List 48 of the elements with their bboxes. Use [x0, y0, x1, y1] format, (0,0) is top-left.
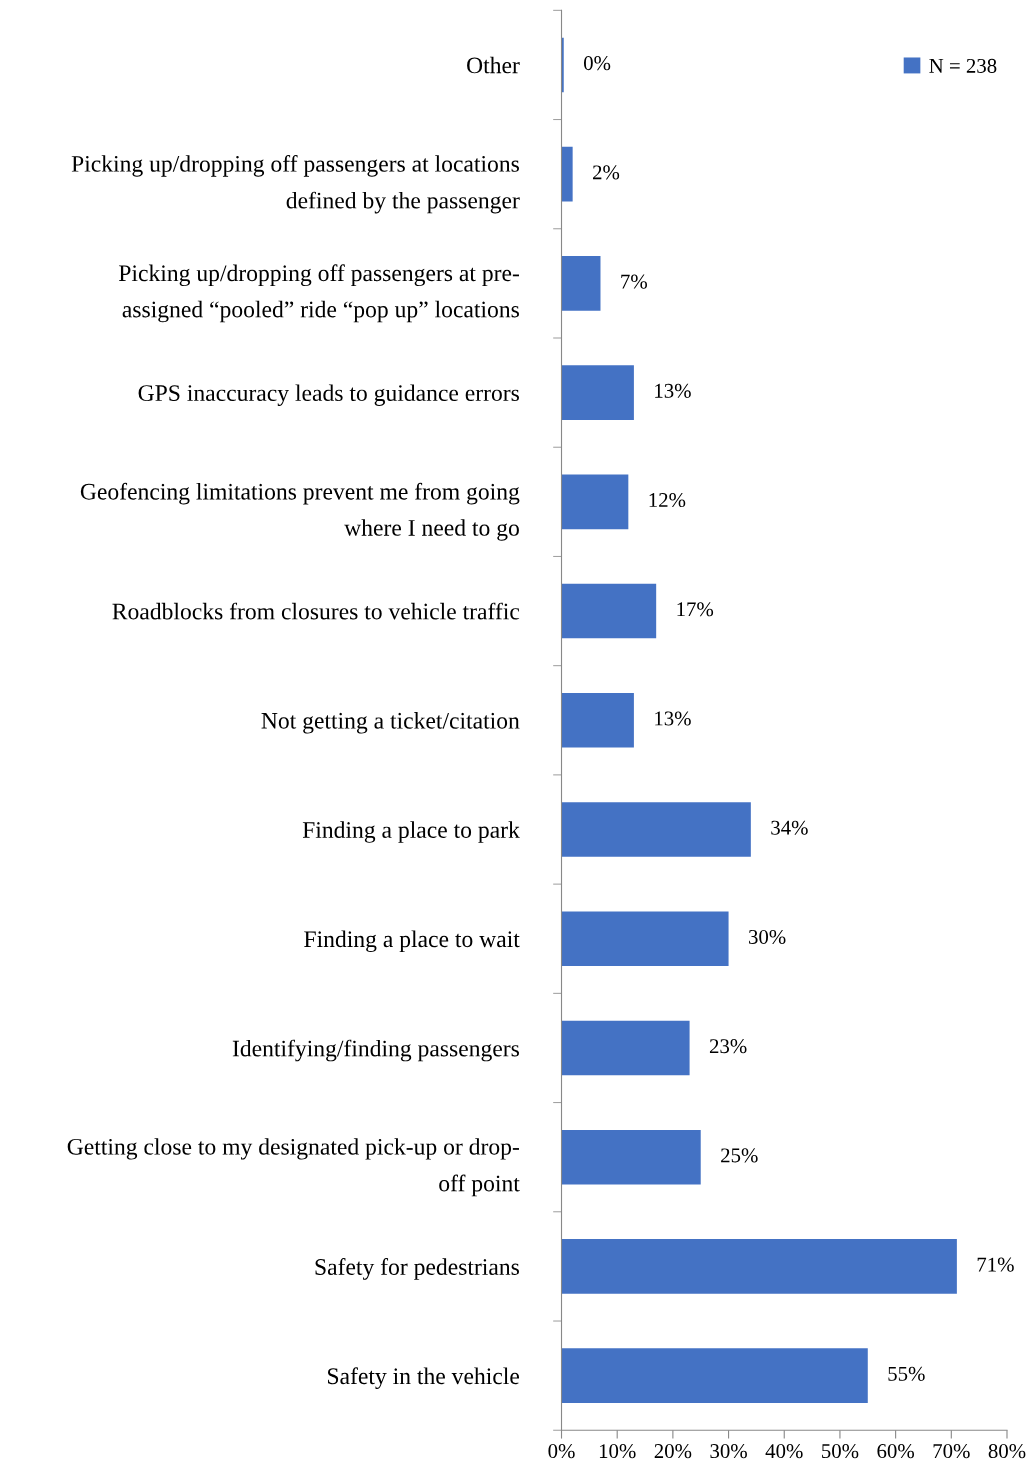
x-tick-label: 60% — [877, 1444, 915, 1459]
bar — [561, 1020, 690, 1076]
x-tick-label: 30% — [710, 1444, 747, 1459]
y-tick-label: Finding a place to park — [302, 821, 520, 843]
bar — [561, 1129, 701, 1185]
bar — [561, 802, 751, 857]
y-tick-label: Finding a place to wait — [304, 930, 520, 953]
x-tick-label: 10% — [599, 1444, 636, 1459]
y-tick-label: Picking up/dropping off passengers at locations defined by the passenger — [71, 155, 520, 214]
legend-label: N = 238 — [929, 58, 997, 73]
y-tick-label: Getting close to my designated pick-up or drop- off point — [67, 1138, 520, 1197]
data-label: 0% — [583, 56, 611, 71]
x-tick-label: 70% — [933, 1444, 970, 1459]
y-tick-label: Safety in the vehicle — [328, 1367, 520, 1390]
data-label: 13% — [655, 383, 691, 398]
x-tick-label: 20% — [654, 1444, 692, 1459]
y-tick-label: Picking up/dropping off passengers at pre- assigned “pooled” ride “pop up” locations — [118, 264, 519, 323]
bar — [561, 474, 629, 530]
data-label: 12% — [649, 493, 686, 508]
bar — [561, 911, 729, 967]
data-label: 55% — [888, 1366, 925, 1381]
y-tick-label: Geofencing limitations prevent me from going where I need to go — [80, 482, 520, 541]
bar — [561, 365, 634, 420]
data-label: 25% — [721, 1148, 758, 1163]
data-label: 2% — [593, 165, 620, 180]
x-tick-label: 40% — [765, 1444, 803, 1459]
bar — [561, 146, 573, 202]
bar — [561, 1239, 957, 1294]
y-tick-label: Other — [467, 56, 520, 74]
data-label: 13% — [655, 711, 691, 726]
data-label: 7% — [621, 274, 647, 289]
bar — [561, 692, 634, 748]
data-label: 30% — [749, 929, 786, 945]
y-tick-label: Not getting a ticket/citation — [261, 712, 520, 734]
bar — [561, 583, 657, 639]
y-tick-label: Identifying/finding passengers — [232, 1039, 519, 1062]
data-label: 71% — [977, 1257, 1014, 1272]
data-label: 34% — [771, 820, 808, 835]
data-label: 17% — [677, 602, 714, 617]
x-tick-label: 0% — [548, 1444, 575, 1459]
x-tick-label: 80% — [988, 1444, 1026, 1459]
x-tick-label: 50% — [822, 1444, 859, 1459]
data-label: 23% — [709, 1039, 747, 1054]
bar — [561, 256, 601, 311]
y-tick-label: Roadblocks from closures to vehicle traffic — [112, 602, 520, 620]
y-tick-label: Safety for pedestrians — [315, 1258, 519, 1280]
y-tick-label: GPS inaccuracy leads to guidance errors — [138, 384, 519, 406]
bar — [561, 1348, 868, 1403]
